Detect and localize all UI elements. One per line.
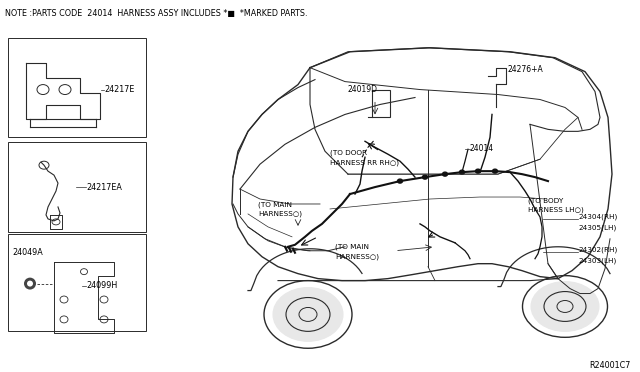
Ellipse shape [476, 169, 481, 173]
Text: 24014: 24014 [470, 144, 494, 153]
Text: 24303(LH): 24303(LH) [578, 258, 616, 264]
Ellipse shape [397, 179, 403, 183]
Bar [8, 38, 146, 137]
Bar [8, 234, 146, 331]
Text: 24304(RH): 24304(RH) [578, 214, 617, 221]
Text: 24217E: 24217E [104, 85, 134, 94]
Text: HARNESS○): HARNESS○) [335, 254, 379, 260]
Text: R24001C7: R24001C7 [589, 361, 630, 370]
Text: (TO MAIN: (TO MAIN [258, 201, 292, 208]
Ellipse shape [493, 169, 497, 173]
Text: 24276+A: 24276+A [508, 65, 544, 74]
Text: (TO BODY: (TO BODY [528, 197, 563, 203]
Text: 24099H: 24099H [86, 281, 117, 290]
Ellipse shape [422, 175, 428, 179]
Bar [8, 142, 146, 232]
Ellipse shape [24, 278, 36, 289]
Text: 24049A: 24049A [12, 248, 43, 257]
Ellipse shape [531, 282, 599, 331]
Text: 24305(LH): 24305(LH) [578, 225, 616, 231]
Ellipse shape [442, 172, 447, 176]
Text: (TO DOOR: (TO DOOR [330, 149, 367, 156]
Text: HARNESS RR RH○): HARNESS RR RH○) [330, 159, 399, 166]
Text: 24302(RH): 24302(RH) [578, 247, 617, 253]
Text: NOTE :PARTS CODE  24014  HARNESS ASSY INCLUDES *■  *MARKED PARTS.: NOTE :PARTS CODE 24014 HARNESS ASSY INCL… [5, 9, 308, 18]
Ellipse shape [27, 280, 33, 286]
Text: HARNESS○): HARNESS○) [258, 211, 302, 218]
Bar [372, 90, 390, 118]
Text: 24217EA: 24217EA [86, 183, 122, 192]
Ellipse shape [273, 288, 343, 341]
Text: (TO MAIN: (TO MAIN [335, 244, 369, 250]
Text: HARNESS LH○): HARNESS LH○) [528, 207, 584, 214]
Text: 24019D: 24019D [348, 84, 378, 94]
Ellipse shape [460, 170, 465, 174]
